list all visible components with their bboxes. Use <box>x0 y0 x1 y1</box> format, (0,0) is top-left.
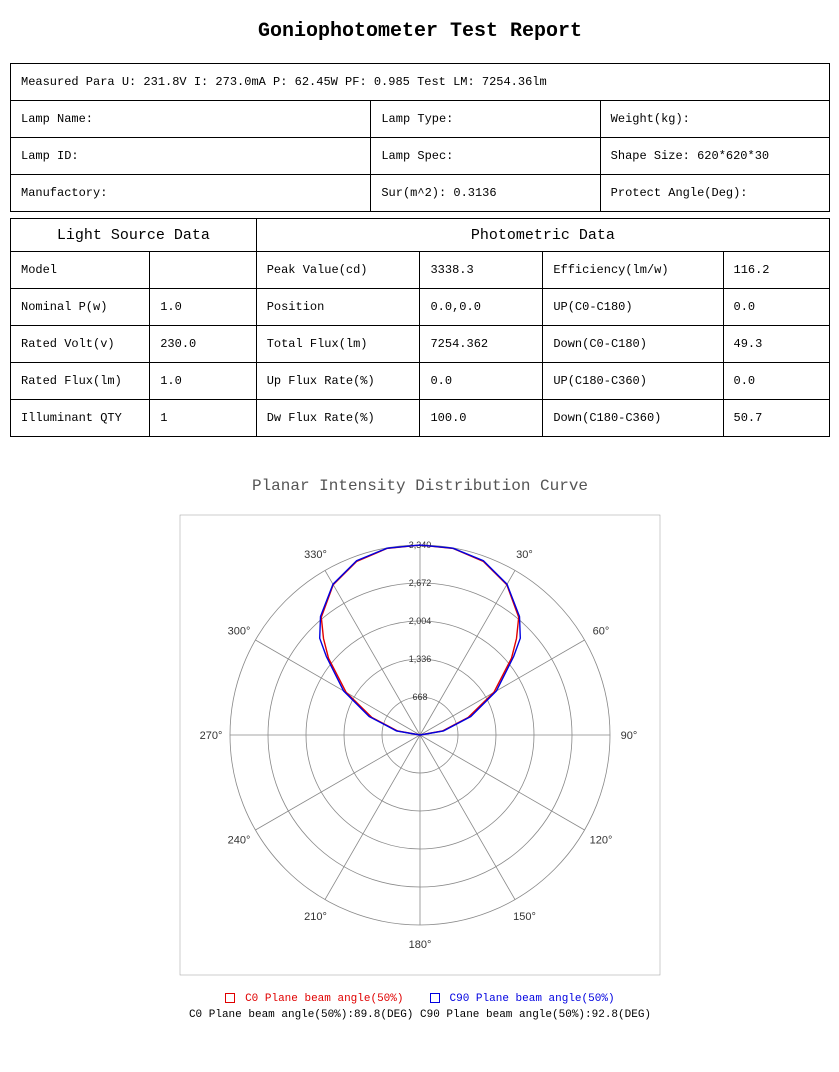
shape-size-cell: Shape Size: 620*620*30 <box>600 138 829 175</box>
legend-square-icon <box>225 993 235 1003</box>
legend-c0-label: C0 Plane beam angle(50%) <box>245 993 403 1005</box>
table-row: Nominal P(w) 1.0 Position 0.0,0.0 UP(C0-… <box>11 289 830 326</box>
legend-square-icon <box>430 993 440 1003</box>
weight-cell: Weight(kg): <box>600 101 829 138</box>
svg-text:270°: 270° <box>200 730 223 742</box>
svg-text:330°: 330° <box>304 549 327 561</box>
cell: Position <box>256 289 420 326</box>
light-source-header: Light Source Data <box>11 219 257 252</box>
photometric-header: Photometric Data <box>256 219 829 252</box>
cell: Model <box>11 252 150 289</box>
svg-text:240°: 240° <box>228 835 251 847</box>
lamp-type-cell: Lamp Type: <box>371 101 600 138</box>
cell: 49.3 <box>723 326 830 363</box>
svg-text:1,336: 1,336 <box>409 654 432 664</box>
table-row: Model Peak Value(cd) 3338.3 Efficiency(l… <box>11 252 830 289</box>
svg-text:210°: 210° <box>304 911 327 923</box>
cell: Down(C0-C180) <box>543 326 723 363</box>
cell <box>150 252 256 289</box>
table-row: Illuminant QTY 1 Dw Flux Rate(%) 100.0 D… <box>11 400 830 437</box>
lamp-id-cell: Lamp ID: <box>11 138 371 175</box>
polar-chart: 180° 210° 240° 270° 300° 330° 30° 60° 90° 120° 150… <box>140 505 700 985</box>
cell: 3338.3 <box>420 252 543 289</box>
manufactory-cell: Manufactory: <box>11 175 371 212</box>
cell: Up Flux Rate(%) <box>256 363 420 400</box>
chart-legend: C0 Plane beam angle(50%) C90 Plane beam … <box>10 993 830 1021</box>
cell: 7254.362 <box>420 326 543 363</box>
cell: 230.0 <box>150 326 256 363</box>
cell: Rated Volt(v) <box>11 326 150 363</box>
svg-text:90°: 90° <box>621 730 638 742</box>
cell: 1 <box>150 400 256 437</box>
svg-text:300°: 300° <box>228 626 251 638</box>
svg-text:120°: 120° <box>590 835 613 847</box>
svg-text:2,672: 2,672 <box>409 578 432 588</box>
svg-text:150°: 150° <box>513 911 536 923</box>
svg-text:668: 668 <box>412 692 427 702</box>
cell: UP(C0-C180) <box>543 289 723 326</box>
cell: Total Flux(lm) <box>256 326 420 363</box>
legend-angles: C0 Plane beam angle(50%):89.8(DEG) C90 P… <box>10 1009 830 1021</box>
svg-text:2,004: 2,004 <box>409 616 432 626</box>
lamp-name-cell: Lamp Name: <box>11 101 371 138</box>
cell: 0.0 <box>723 363 830 400</box>
cell: Rated Flux(lm) <box>11 363 150 400</box>
cell: 50.7 <box>723 400 830 437</box>
cell: Down(C180-C360) <box>543 400 723 437</box>
cell: Peak Value(cd) <box>256 252 420 289</box>
protect-angle-cell: Protect Angle(Deg): <box>600 175 829 212</box>
cell: 0.0 <box>723 289 830 326</box>
cell: 116.2 <box>723 252 830 289</box>
svg-text:60°: 60° <box>593 626 610 638</box>
cell: 1.0 <box>150 289 256 326</box>
measured-para-table: Measured Para U: 231.8V I: 273.0mA P: 62… <box>10 63 830 212</box>
cell: Illuminant QTY <box>11 400 150 437</box>
report-title: Goniophotometer Test Report <box>10 20 830 43</box>
sur-cell: Sur(m^2): 0.3136 <box>371 175 600 212</box>
lamp-spec-cell: Lamp Spec: <box>371 138 600 175</box>
cell: 100.0 <box>420 400 543 437</box>
cell: 0.0 <box>420 363 543 400</box>
cell: Nominal P(w) <box>11 289 150 326</box>
legend-c90-label: C90 Plane beam angle(50%) <box>450 993 615 1005</box>
measured-para-cell: Measured Para U: 231.8V I: 273.0mA P: 62… <box>11 64 830 101</box>
data-table: Light Source Data Photometric Data Model… <box>10 218 830 437</box>
cell: 1.0 <box>150 363 256 400</box>
cell: 0.0,0.0 <box>420 289 543 326</box>
cell: Efficiency(lm/w) <box>543 252 723 289</box>
table-row: Rated Flux(lm) 1.0 Up Flux Rate(%) 0.0 U… <box>11 363 830 400</box>
cell: Dw Flux Rate(%) <box>256 400 420 437</box>
svg-text:180°: 180° <box>409 939 432 951</box>
cell: UP(C180-C360) <box>543 363 723 400</box>
chart-title: Planar Intensity Distribution Curve <box>10 477 830 495</box>
svg-text:30°: 30° <box>516 549 533 561</box>
table-row: Rated Volt(v) 230.0 Total Flux(lm) 7254.… <box>11 326 830 363</box>
